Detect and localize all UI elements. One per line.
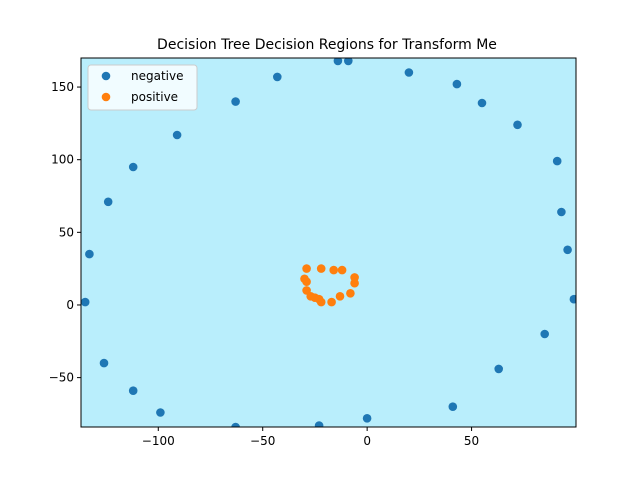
negative-point	[333, 58, 343, 66]
positive-point	[327, 297, 336, 307]
negative-point	[452, 79, 462, 89]
negative-point	[552, 156, 562, 166]
negative-point	[477, 98, 487, 108]
x-tick-label: 50	[464, 434, 479, 448]
negative-point	[273, 72, 282, 82]
legend: negative positive	[87, 64, 198, 111]
y-tick-label: 150	[51, 80, 74, 94]
y-tick-label: −50	[49, 371, 74, 385]
x-tick-label: 0	[363, 434, 371, 448]
positive-point	[337, 265, 347, 275]
positive-point	[316, 264, 326, 273]
negative-point	[128, 386, 138, 396]
negative-point	[557, 207, 566, 217]
negative-point	[513, 120, 522, 130]
positive-point	[346, 289, 355, 298]
negative-point	[172, 130, 182, 140]
legend-marker-negative	[101, 71, 111, 81]
positive-point	[350, 273, 359, 282]
positive-point	[302, 264, 311, 273]
negative-point	[81, 297, 90, 307]
data-points	[81, 58, 576, 427]
negative-point	[231, 97, 240, 106]
negative-point	[156, 408, 165, 417]
negative-point	[314, 421, 324, 427]
negative-point	[344, 58, 353, 66]
series-positive	[300, 264, 359, 307]
negative-point	[103, 197, 113, 207]
positive-point	[335, 292, 345, 301]
positive-point	[329, 265, 339, 275]
positive-point	[316, 297, 326, 307]
legend-marker-positive	[101, 92, 111, 102]
legend-label-positive: positive	[131, 90, 178, 104]
positive-point	[302, 277, 311, 287]
x-tick-label: −50	[250, 434, 275, 448]
legend-box	[87, 64, 198, 111]
decision-region-background	[81, 58, 576, 427]
negative-point	[99, 358, 109, 368]
legend-label-negative: negative	[131, 69, 183, 83]
negative-point	[569, 294, 576, 304]
negative-point	[85, 249, 94, 259]
y-tick-label: 50	[59, 225, 74, 239]
axes: −100 −50 0 50 −50 0 50 100 150	[49, 57, 577, 448]
negative-point	[362, 414, 372, 423]
negative-point	[540, 329, 549, 339]
y-tick-label: 0	[66, 298, 74, 312]
negative-point	[404, 68, 414, 77]
series-negative	[81, 58, 576, 427]
y-tick-label: 100	[51, 153, 74, 167]
plot-frame	[80, 57, 577, 428]
negative-point	[448, 402, 458, 412]
negative-point	[231, 422, 240, 427]
chart-title: Decision Tree Decision Regions for Trans…	[157, 37, 497, 53]
negative-point	[494, 364, 504, 374]
x-tick-label: −100	[142, 434, 175, 448]
negative-point	[128, 162, 138, 172]
negative-point	[563, 245, 572, 255]
